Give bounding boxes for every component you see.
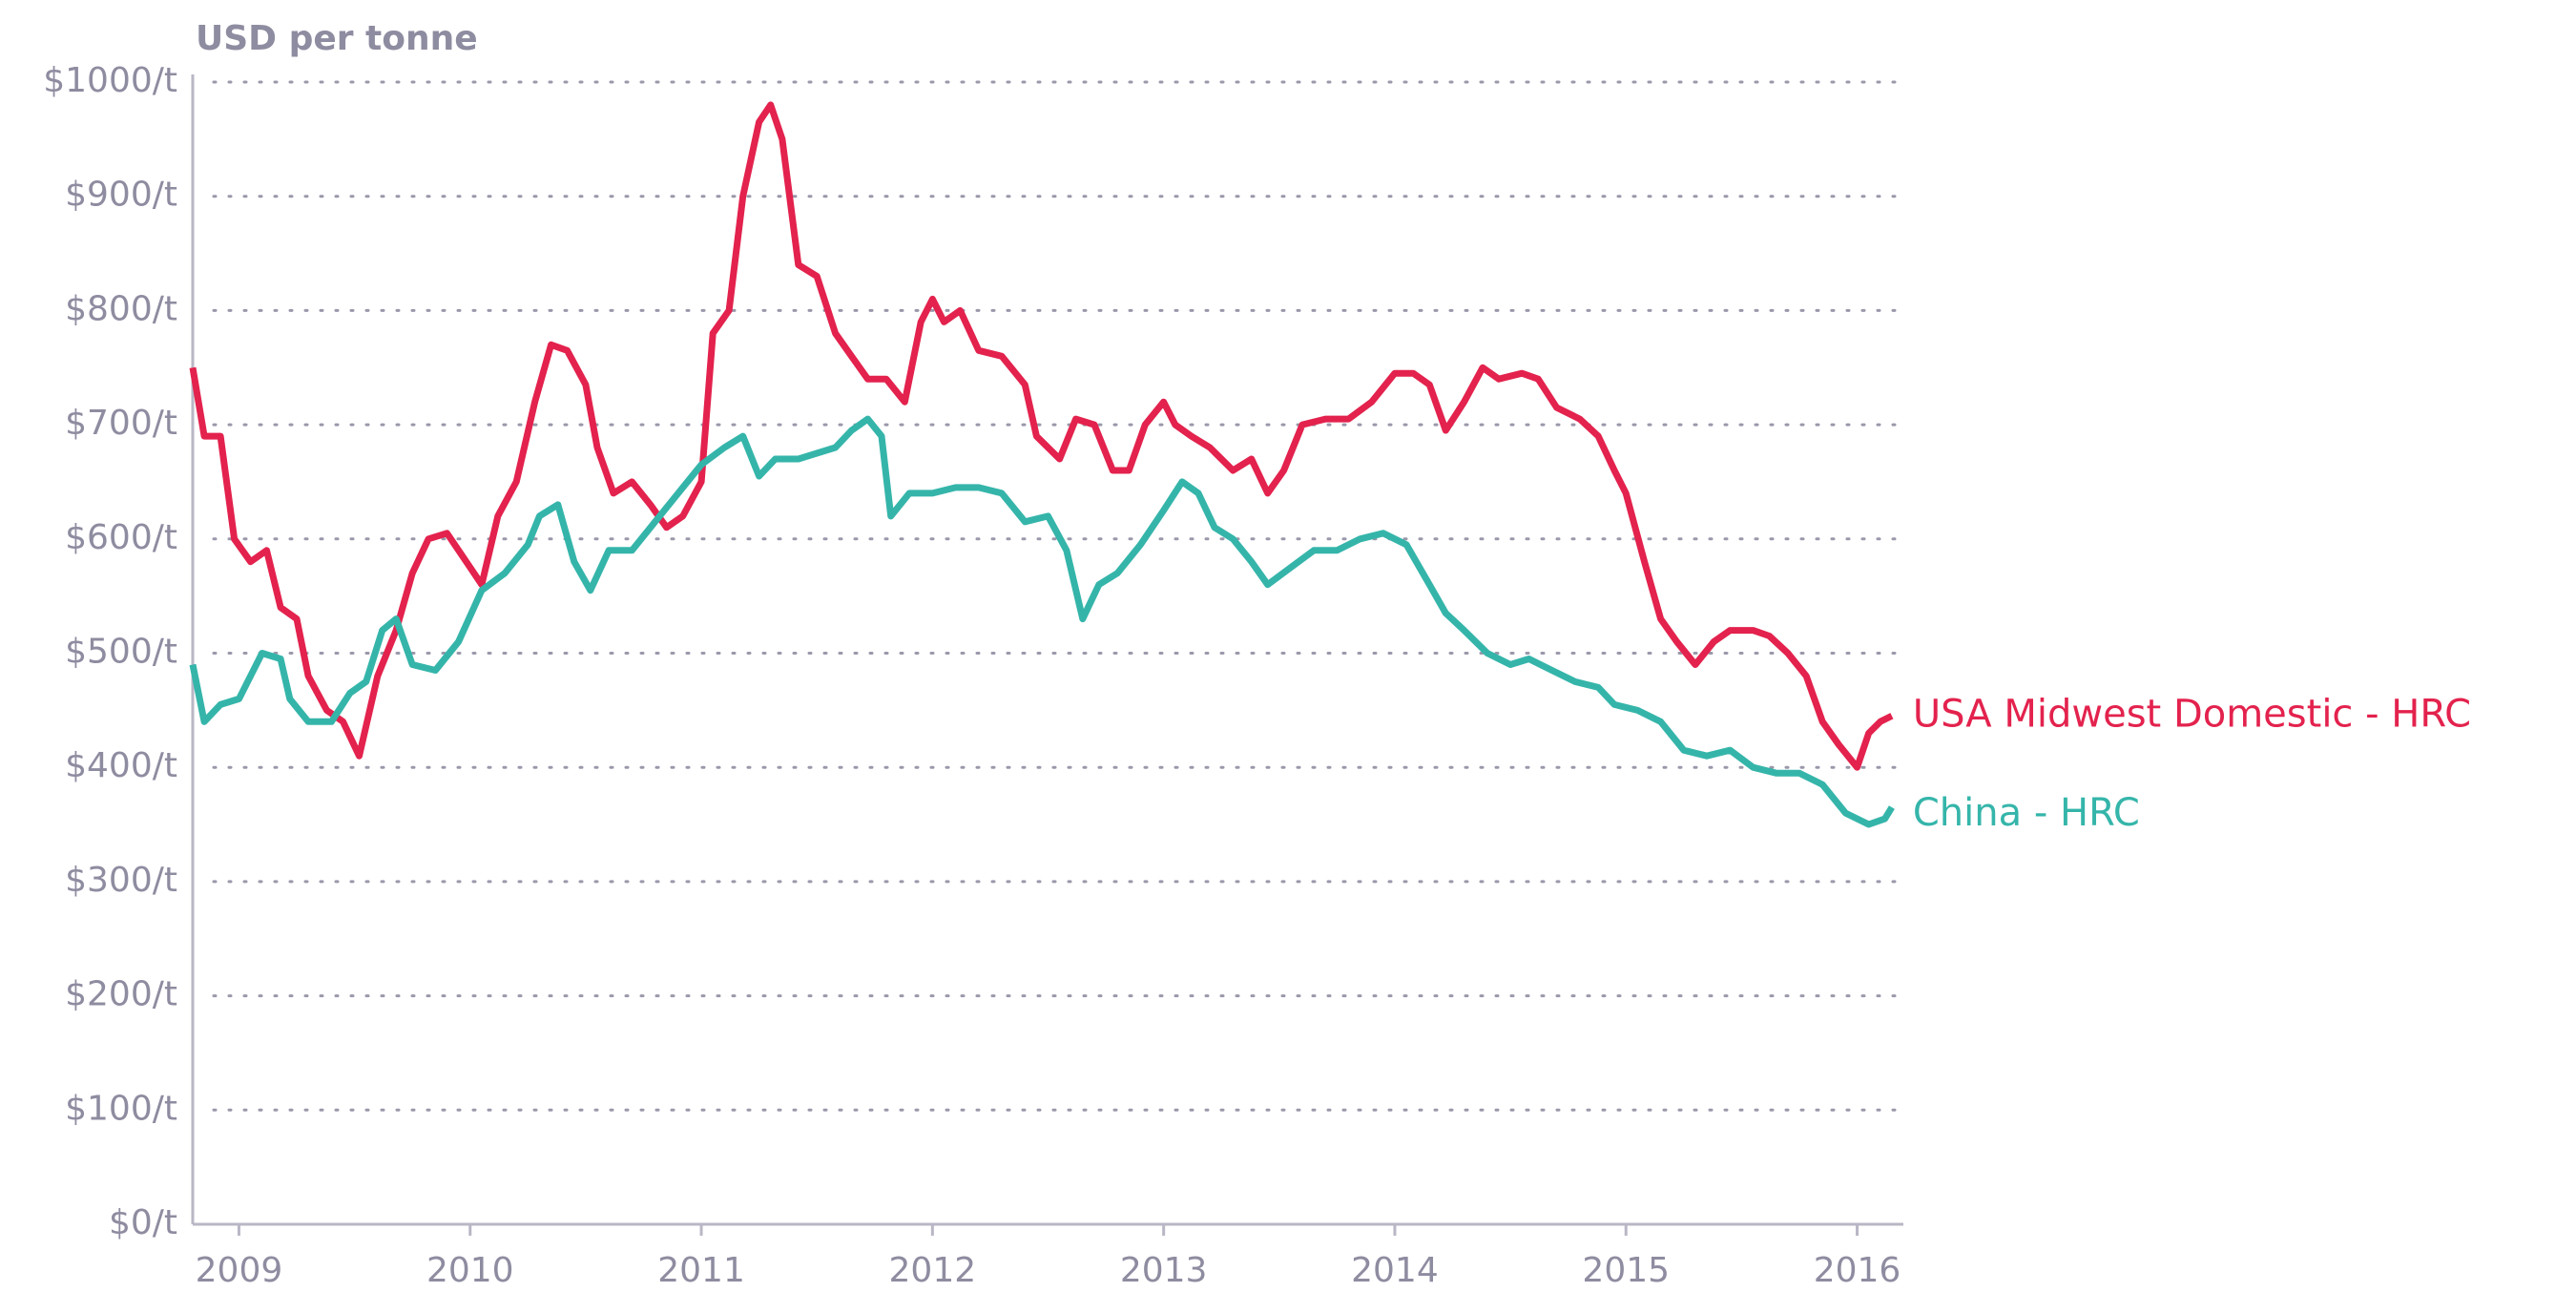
x-tick-label: 2015 <box>1582 1251 1670 1290</box>
series-label: China - HRC <box>1913 791 2140 835</box>
series-line <box>189 415 1895 828</box>
series-label: USA Midwest Domestic - HRC <box>1913 692 2471 736</box>
y-tick-label: $100/t <box>65 1089 177 1128</box>
y-tick-label: $400/t <box>65 746 177 785</box>
y-tick-label: $700/t <box>65 404 177 443</box>
y-tick-label: $1000/t <box>43 61 177 100</box>
x-tick-label: 2016 <box>1814 1251 1901 1290</box>
y-tick-label: $200/t <box>65 975 177 1014</box>
x-tick-label: 2011 <box>657 1251 745 1290</box>
y-tick-label: $800/t <box>65 289 177 328</box>
series-line <box>189 101 1894 771</box>
y-tick-label: $900/t <box>65 176 177 215</box>
y-tick-label: $300/t <box>65 861 177 900</box>
x-tick-label: 2013 <box>1120 1251 1208 1290</box>
x-tick-label: 2014 <box>1351 1251 1439 1290</box>
y-axis-label: USD per tonne <box>196 19 478 58</box>
y-tick-label: $500/t <box>65 633 177 672</box>
x-tick-label: 2009 <box>196 1251 283 1290</box>
x-tick-label: 2012 <box>889 1251 977 1290</box>
y-tick-label: $600/t <box>65 518 177 557</box>
y-tick-label: $0/t <box>109 1203 177 1242</box>
x-tick-label: 2010 <box>426 1251 514 1290</box>
